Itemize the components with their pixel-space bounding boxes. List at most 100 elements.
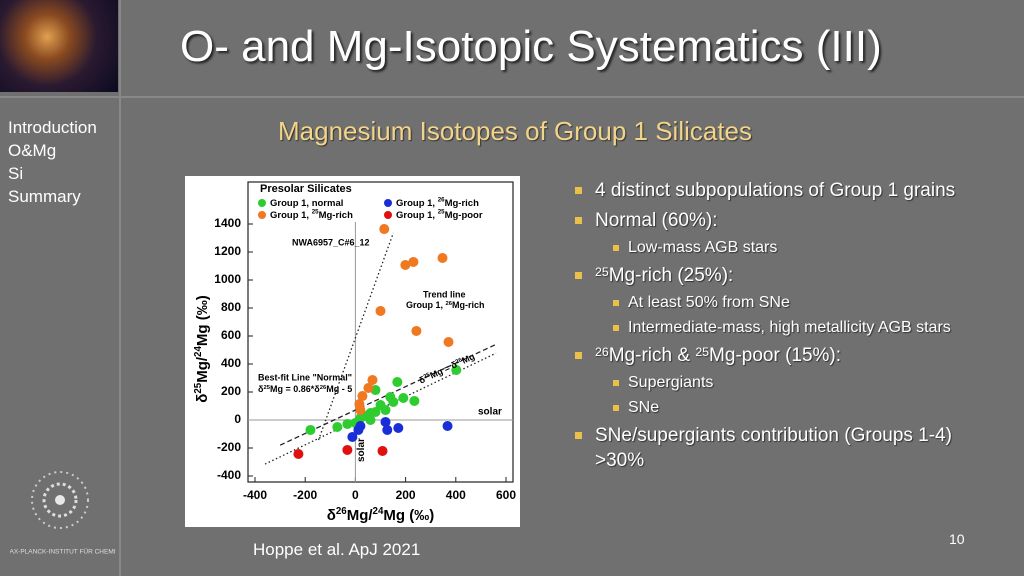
bullet: 25Mg-rich (25%): bbox=[575, 263, 1005, 288]
data-point bbox=[393, 422, 404, 433]
data-point bbox=[332, 422, 343, 432]
data-point bbox=[379, 224, 390, 235]
data-point bbox=[392, 377, 403, 388]
text: δ bbox=[327, 507, 336, 524]
text: Mg - 5 bbox=[326, 384, 352, 394]
superscript: 26 bbox=[455, 357, 464, 366]
superscript: 26 bbox=[446, 300, 453, 306]
text: Group 1, bbox=[270, 210, 312, 221]
annotation: Trend line bbox=[423, 289, 466, 299]
solar-label: solar bbox=[356, 438, 367, 462]
data-point bbox=[355, 405, 366, 416]
x-tick-label: -400 bbox=[243, 488, 267, 502]
logo: MAX-PLANCK-INSTITUT FÜR CHEMIE bbox=[10, 471, 115, 556]
y-tick-label: 0 bbox=[234, 412, 241, 426]
superscript: 25 bbox=[423, 372, 432, 381]
bullet: 4 distinct subpopulations of Group 1 gra… bbox=[575, 178, 1005, 203]
superscript: 25 bbox=[595, 265, 609, 279]
subtitle: Magnesium Isotopes of Group 1 Silicates bbox=[278, 116, 753, 146]
bullet: At least 50% from SNe bbox=[575, 293, 1005, 313]
y-tick-label: 800 bbox=[221, 300, 241, 314]
data-point bbox=[293, 449, 304, 460]
text: Mg-rich bbox=[319, 210, 354, 221]
text: SNe bbox=[628, 399, 660, 416]
text: Group 1, bbox=[406, 300, 446, 310]
nav-item[interactable]: O&Mg bbox=[8, 141, 57, 160]
bullet: Low-mass AGB stars bbox=[575, 238, 1005, 258]
superscript: 26 bbox=[595, 345, 609, 359]
y-tick-label: 1400 bbox=[214, 216, 241, 230]
label: Group 1, 26Mg-rich bbox=[406, 300, 485, 310]
text: Mg bbox=[460, 351, 476, 366]
text: δ bbox=[258, 384, 264, 394]
superscript: 25 bbox=[312, 208, 319, 215]
data-point bbox=[408, 256, 419, 267]
x-tick-label: 200 bbox=[396, 488, 416, 502]
nav-item[interactable]: Summary bbox=[8, 187, 81, 206]
superscript: 25 bbox=[438, 208, 445, 215]
data-point bbox=[380, 416, 391, 427]
bullet-list: 4 distinct subpopulations of Group 1 gra… bbox=[575, 178, 1005, 478]
superscript: 24 bbox=[373, 505, 384, 516]
bullet: SNe bbox=[575, 398, 1005, 418]
x-tick-label: 600 bbox=[496, 488, 516, 502]
text: δ bbox=[418, 374, 428, 386]
text: 4 distinct subpopulations of Group 1 gra… bbox=[595, 180, 956, 201]
legend-marker bbox=[258, 211, 266, 219]
text: Group 1, normal bbox=[270, 198, 343, 209]
label: δ25Mg = 0.86*δ26Mg - 5 bbox=[258, 384, 352, 394]
data-point bbox=[409, 395, 420, 406]
nav-item[interactable]: Introduction bbox=[8, 118, 97, 137]
legend-marker bbox=[384, 211, 392, 219]
data-point bbox=[367, 374, 378, 385]
bullet: Normal (60%): bbox=[575, 208, 1005, 233]
text: δ bbox=[194, 394, 211, 403]
legend-marker bbox=[384, 199, 392, 207]
data-point bbox=[353, 424, 364, 435]
legend-title: Presolar Silicates bbox=[260, 183, 352, 195]
text: Mg-poor bbox=[445, 210, 483, 221]
bullet: SNe/supergiants contribution (Groups 1-4… bbox=[575, 423, 1005, 473]
y-tick-label: 400 bbox=[221, 356, 241, 370]
x-tick-label: -200 bbox=[293, 488, 317, 502]
superscript: 25 bbox=[263, 384, 270, 390]
y-tick-label: 1000 bbox=[214, 272, 241, 286]
data-point bbox=[380, 405, 391, 416]
x-tick-label: 400 bbox=[446, 488, 466, 502]
text: SNe/supergiants contribution (Groups 1-4… bbox=[595, 425, 952, 471]
y-tick-label: 1200 bbox=[214, 244, 241, 258]
nav: Introduction O&Mg Si Summary bbox=[8, 116, 97, 208]
text: Normal (60%): bbox=[595, 210, 718, 231]
y-tick-label: -200 bbox=[217, 440, 241, 454]
superscript: 26 bbox=[320, 384, 327, 390]
data-point bbox=[400, 260, 411, 271]
text: Mg-rich bbox=[445, 198, 480, 209]
x-tick-label: 0 bbox=[352, 488, 359, 502]
text: Mg/ bbox=[194, 356, 211, 383]
solar-label: solar bbox=[478, 407, 502, 418]
superscript: 26 bbox=[438, 196, 445, 203]
data-point bbox=[342, 419, 353, 430]
data-point bbox=[382, 424, 393, 435]
trend-line bbox=[317, 232, 394, 441]
divider bbox=[0, 96, 1024, 98]
label: Group 1, 25Mg-poor bbox=[396, 208, 483, 220]
text: Mg (‰) bbox=[194, 295, 211, 346]
data-point bbox=[342, 444, 353, 455]
text: Low-mass AGB stars bbox=[628, 239, 778, 256]
data-point bbox=[437, 253, 448, 264]
text: Mg-rich bbox=[452, 300, 485, 310]
superscript: 24 bbox=[192, 346, 203, 357]
text: Intermediate-mass, high metallicity AGB … bbox=[628, 319, 951, 336]
text: Supergiants bbox=[628, 374, 714, 391]
y-tick-label: -400 bbox=[217, 468, 241, 482]
data-point bbox=[398, 393, 409, 404]
nav-item[interactable]: Si bbox=[8, 164, 24, 183]
label: Group 1, 25Mg-rich bbox=[270, 208, 353, 220]
data-point bbox=[365, 415, 376, 425]
label: Group 1, normal bbox=[270, 198, 343, 209]
data-point bbox=[442, 421, 453, 432]
text: At least 50% from SNe bbox=[628, 294, 790, 311]
bullet: 26Mg-rich & 25Mg-poor (15%): bbox=[575, 343, 1005, 368]
plot-frame bbox=[247, 181, 514, 483]
